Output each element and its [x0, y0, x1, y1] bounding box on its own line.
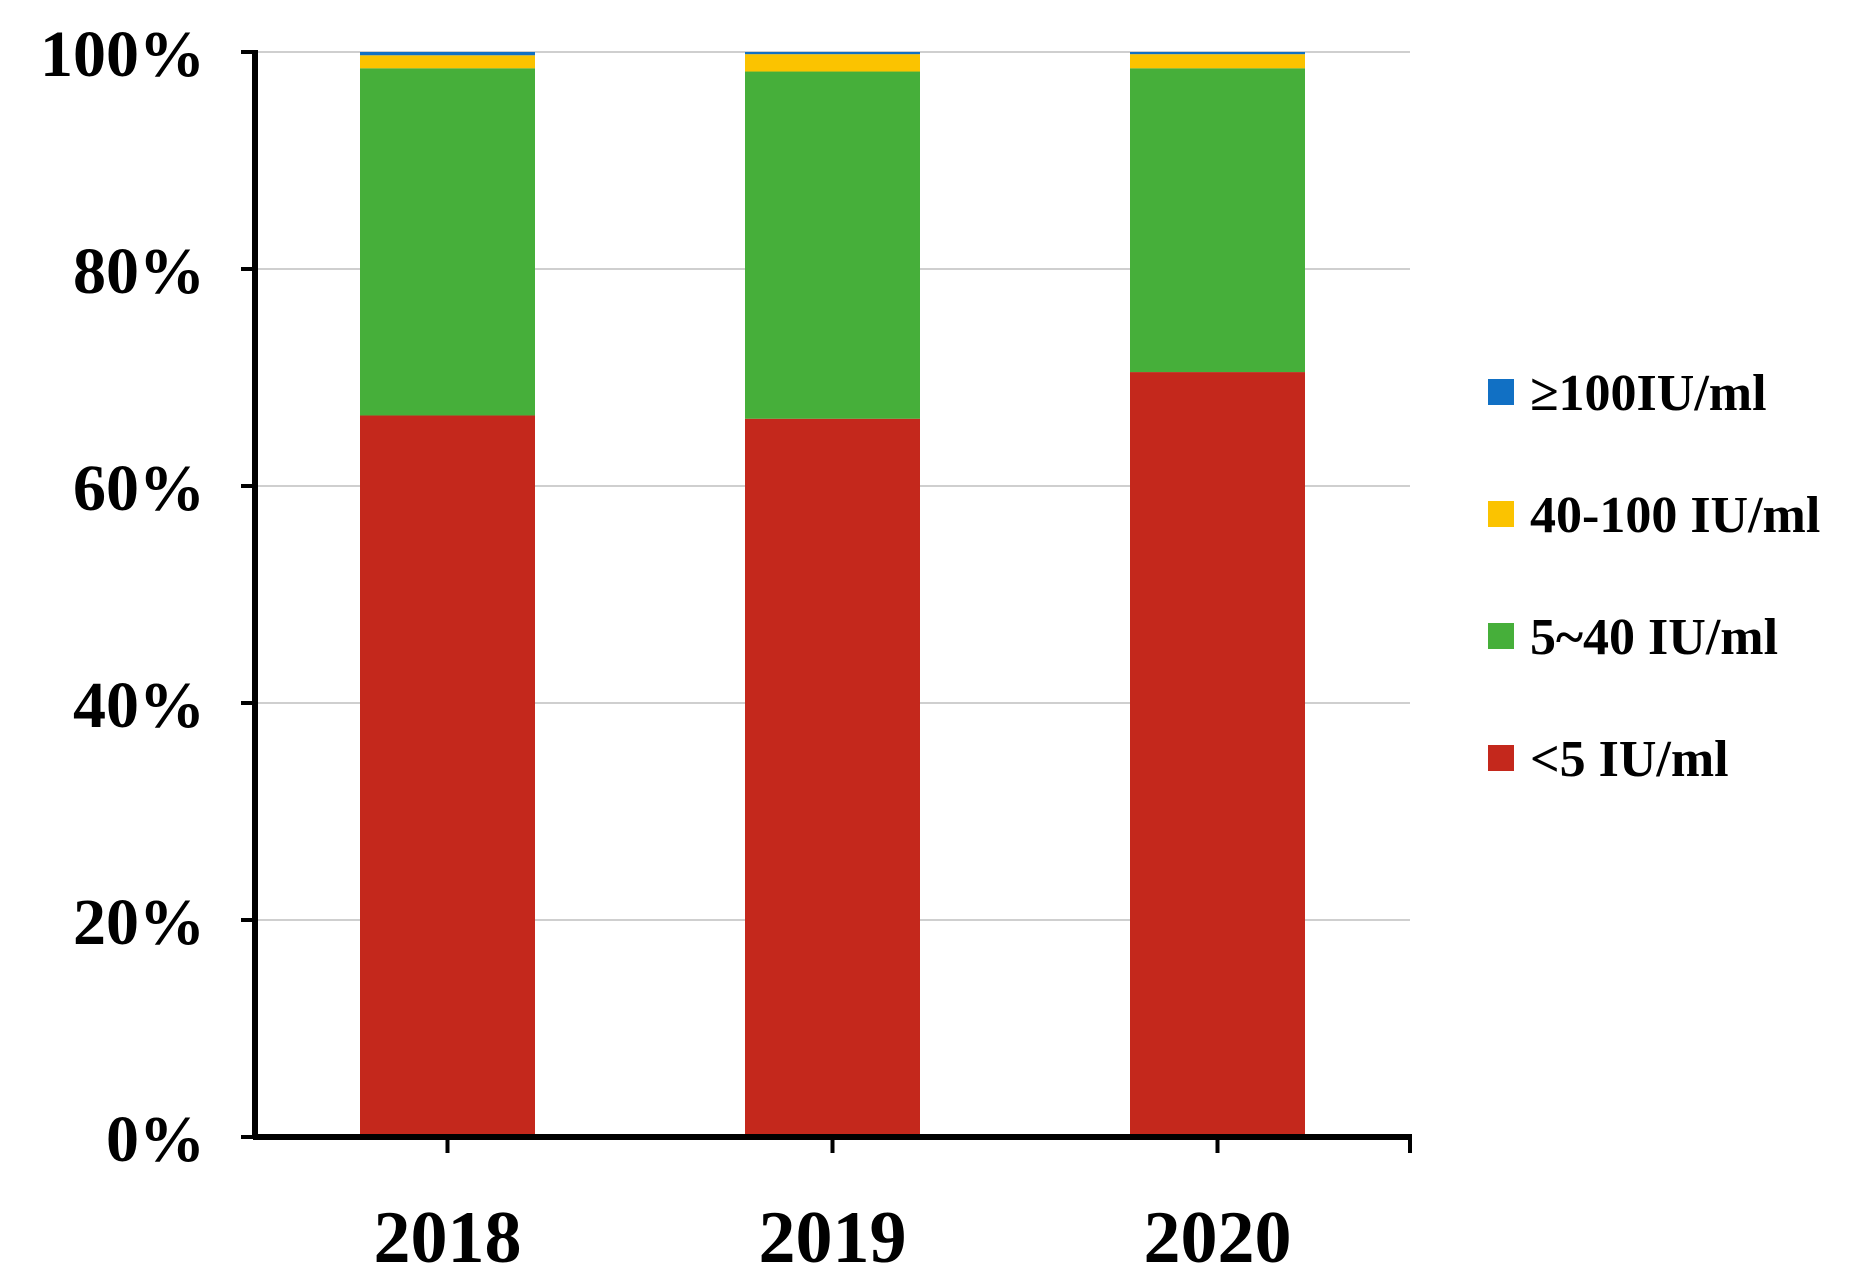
bar-2019-series-0: [745, 418, 920, 1138]
axes: 0% 20% 40% 60% 80% 100% 2018 2019 2020: [40, 18, 1412, 1279]
bar-2018-series-3: [360, 52, 535, 56]
bar-2020-series-0: [1130, 372, 1305, 1137]
legend-swatch: [1488, 623, 1514, 649]
bar-2020-series-2: [1130, 54, 1305, 69]
legend-label: ≥100IU/ml: [1530, 365, 1767, 422]
legend-label: 40-100 IU/ml: [1530, 487, 1820, 544]
y-tick-label: 60%: [73, 452, 205, 525]
y-tick-label: 80%: [73, 235, 205, 308]
bar-2018-series-1: [360, 68, 535, 416]
y-tick-label: 100%: [40, 18, 205, 91]
bars: [360, 52, 1305, 1138]
legend-swatch: [1488, 379, 1514, 405]
bar-2018-series-2: [360, 55, 535, 69]
y-tick-label: 0%: [106, 1103, 205, 1176]
bar-2020-series-3: [1130, 52, 1305, 55]
bar-2020-series-1: [1130, 68, 1305, 373]
x-tick-label: 2018: [374, 1197, 522, 1279]
bar-2019-series-2: [745, 54, 920, 72]
y-tick-label: 20%: [73, 886, 205, 959]
legend-label: <5 IU/ml: [1530, 731, 1729, 788]
bar-2019-series-1: [745, 71, 920, 419]
x-tick-label: 2019: [759, 1197, 907, 1279]
legend-swatch: [1488, 501, 1514, 527]
y-tick-label: 40%: [73, 669, 205, 742]
bar-2018-series-0: [360, 415, 535, 1138]
legend-swatch: [1488, 745, 1514, 771]
x-tick-label: 2020: [1144, 1197, 1292, 1279]
bar-2019-series-3: [745, 52, 920, 55]
legend: ≥100IU/ml 40-100 IU/ml 5~40 IU/ml <5 IU/ml: [1488, 365, 1820, 788]
legend-label: 5~40 IU/ml: [1530, 609, 1778, 666]
